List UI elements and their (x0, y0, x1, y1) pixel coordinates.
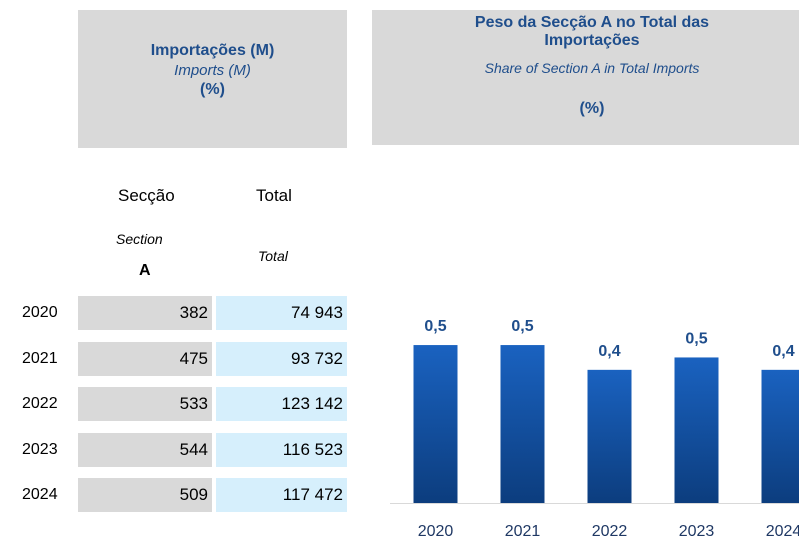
bar (761, 369, 799, 503)
value-label: 0,5 (511, 318, 533, 335)
value-label: 0,5 (685, 330, 707, 347)
x-tick-label: 2023 (679, 523, 715, 537)
year: 2020 (22, 304, 58, 321)
value-label: 0,4 (598, 343, 620, 360)
x-tick-label: 2020 (418, 523, 454, 537)
value-label: 0,4 (772, 343, 794, 360)
value-label: 0,5 (424, 318, 446, 335)
section-cell: 509 (78, 478, 212, 512)
year: 2022 (22, 395, 58, 412)
col-header-en: Section (116, 231, 163, 247)
x-tick-label: 2022 (592, 523, 628, 537)
right-header: Peso da Secção A no Total das Importaçõe… (372, 10, 799, 145)
total-cell: 74 943 (216, 296, 347, 330)
bar (413, 345, 458, 503)
year: 2021 (22, 349, 58, 367)
right-title: Peso da Secção A no Total das Importaçõe… (474, 14, 710, 49)
section-cell: 475 (78, 341, 212, 376)
x-tick-label: 2021 (505, 523, 541, 537)
total-cell: 116 523 (216, 432, 347, 467)
section-cell: 544 (78, 432, 212, 467)
right-subtitle: Share of Section A in Total Imports (484, 60, 700, 76)
left-header: Importações (M) Imports (M) (%) (78, 10, 347, 148)
bar (674, 357, 719, 503)
total-cell: 123 142 (216, 387, 347, 421)
col-header-en: Total (258, 248, 288, 264)
col-header: Secção (118, 186, 175, 205)
year: 2024 (22, 486, 58, 503)
section-cell: 382 (78, 296, 212, 330)
total-cell: 93 732 (216, 341, 347, 376)
bar (500, 345, 545, 503)
section-cell: 533 (78, 387, 212, 421)
col-header: Total (256, 186, 292, 205)
left-subtitle: Imports (M) (174, 62, 251, 79)
col-code: A (139, 262, 151, 279)
left-unit: (%) (200, 81, 225, 98)
right-unit: (%) (579, 100, 605, 117)
year: 2023 (22, 440, 58, 458)
total-cell: 117 472 (216, 478, 347, 512)
bar (587, 369, 632, 503)
left-title: Importações (M) (150, 42, 275, 59)
x-tick-label: 2024 (766, 523, 799, 537)
